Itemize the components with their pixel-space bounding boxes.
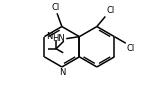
Text: HN: HN xyxy=(52,34,65,43)
Text: N: N xyxy=(59,68,65,77)
Text: Cl: Cl xyxy=(127,44,135,53)
Text: Cl: Cl xyxy=(52,3,60,12)
Text: N: N xyxy=(46,32,52,41)
Text: Cl: Cl xyxy=(107,6,115,15)
